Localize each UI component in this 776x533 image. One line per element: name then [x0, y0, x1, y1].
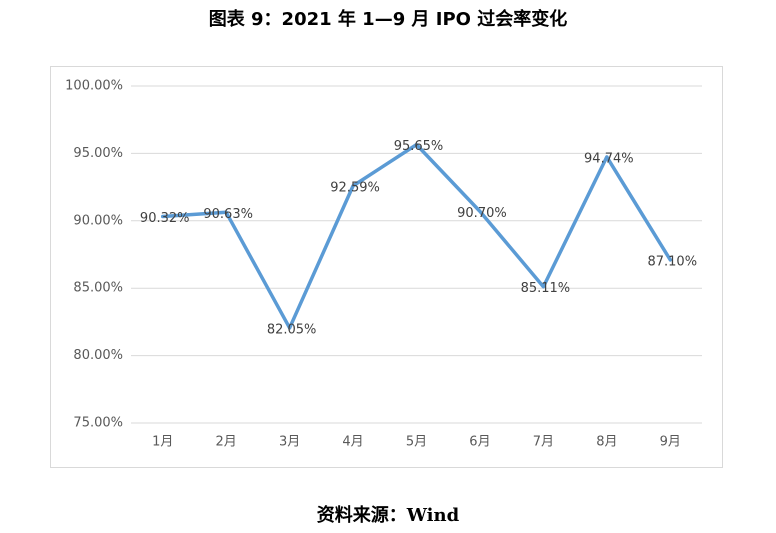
x-tick-label: 5月 [406, 435, 427, 450]
x-tick-label: 2月 [216, 435, 237, 450]
data-line [160, 142, 673, 330]
x-tick-label: 8月 [596, 435, 617, 450]
y-tick-label: 90.00% [73, 213, 123, 228]
data-label: 94.74% [584, 151, 634, 166]
data-label: 90.70% [457, 206, 507, 221]
data-label: 90.32% [140, 211, 190, 226]
chart-title: 图表 9：2021 年 1—9 月 IPO 过会率变化 [209, 8, 567, 30]
x-tick-label: 7月 [533, 435, 554, 450]
chart-frame [50, 66, 723, 468]
x-tick-label: 1月 [152, 435, 173, 450]
y-tick-label: 85.00% [73, 281, 123, 296]
data-label: 85.11% [521, 281, 571, 296]
data-label: 95.65% [394, 139, 444, 154]
source-note: 资料来源：Wind [317, 504, 460, 526]
x-tick-label: 9月 [660, 435, 681, 450]
data-label: 90.63% [203, 207, 253, 222]
x-tick-label: 6月 [469, 435, 490, 450]
y-tick-label: 100.00% [65, 79, 123, 94]
data-label: 87.10% [647, 254, 697, 269]
y-tick-label: 75.00% [73, 416, 123, 431]
y-tick-label: 95.00% [73, 146, 123, 161]
x-tick-label: 4月 [342, 435, 363, 450]
data-label: 82.05% [267, 322, 317, 337]
x-tick-label: 3月 [279, 435, 300, 450]
data-label: 92.59% [330, 180, 380, 195]
y-tick-label: 80.00% [73, 348, 123, 363]
